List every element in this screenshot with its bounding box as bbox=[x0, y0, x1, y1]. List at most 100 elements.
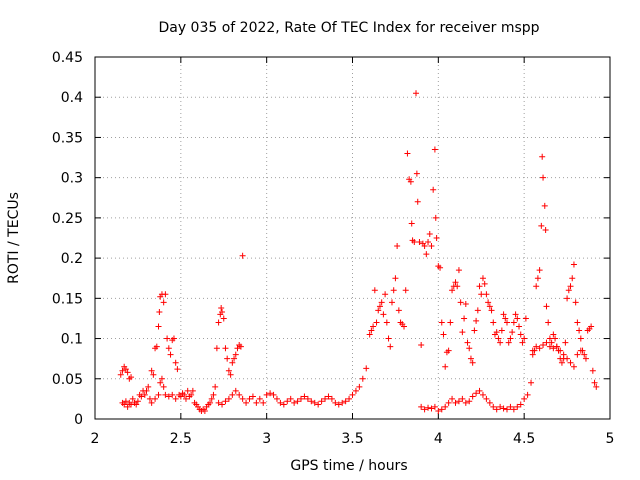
data-point bbox=[542, 226, 549, 233]
data-point bbox=[158, 375, 165, 382]
data-points bbox=[117, 90, 600, 414]
data-point bbox=[550, 345, 557, 352]
data-point bbox=[516, 323, 523, 330]
data-point bbox=[558, 359, 565, 366]
data-point bbox=[539, 153, 546, 160]
data-point bbox=[449, 287, 456, 294]
data-point bbox=[308, 398, 315, 405]
data-point bbox=[177, 393, 184, 400]
data-point bbox=[201, 407, 208, 414]
data-point bbox=[471, 327, 478, 334]
data-point bbox=[577, 347, 584, 354]
data-point bbox=[565, 287, 572, 294]
data-point bbox=[416, 239, 423, 246]
data-point bbox=[212, 383, 219, 390]
data-point bbox=[227, 371, 234, 378]
data-point bbox=[490, 403, 497, 410]
data-point bbox=[182, 395, 189, 402]
data-point bbox=[533, 283, 540, 290]
y-tick-label: 0 bbox=[74, 412, 83, 428]
data-point bbox=[500, 405, 507, 412]
data-point bbox=[476, 387, 483, 394]
data-point bbox=[411, 239, 418, 246]
data-point bbox=[134, 398, 141, 405]
data-point bbox=[352, 387, 359, 394]
data-point bbox=[483, 395, 490, 402]
data-point bbox=[466, 398, 473, 405]
data-point bbox=[141, 391, 148, 398]
data-point bbox=[222, 345, 229, 352]
data-point bbox=[311, 399, 318, 406]
data-point bbox=[509, 329, 516, 336]
data-point bbox=[469, 393, 476, 400]
data-point bbox=[440, 331, 447, 338]
data-point bbox=[564, 295, 571, 302]
data-point bbox=[442, 403, 449, 410]
data-point bbox=[564, 355, 571, 362]
data-point bbox=[459, 395, 466, 402]
data-point bbox=[413, 90, 420, 97]
data-point bbox=[143, 387, 150, 394]
data-point bbox=[543, 339, 550, 346]
y-tick-label: 0.05 bbox=[52, 372, 83, 388]
data-point bbox=[395, 307, 402, 314]
data-point bbox=[220, 315, 227, 322]
data-point bbox=[517, 401, 524, 408]
data-point bbox=[528, 379, 535, 386]
data-point bbox=[189, 387, 196, 394]
data-point bbox=[533, 343, 540, 350]
data-point bbox=[404, 150, 411, 157]
data-point bbox=[582, 355, 589, 362]
data-point bbox=[538, 222, 545, 229]
data-point bbox=[157, 379, 164, 386]
data-point bbox=[188, 391, 195, 398]
data-point bbox=[148, 367, 155, 374]
data-point bbox=[486, 399, 493, 406]
data-point bbox=[246, 395, 253, 402]
chart-title: Day 035 of 2022, Rate Of TEC Index for r… bbox=[158, 20, 539, 36]
data-point bbox=[541, 202, 548, 209]
data-point bbox=[418, 341, 425, 348]
data-point bbox=[588, 323, 595, 330]
data-point bbox=[162, 291, 169, 298]
data-point bbox=[376, 303, 383, 310]
data-point bbox=[438, 406, 445, 413]
data-point bbox=[170, 335, 177, 342]
axis-ticks: 2 2.5 3 3.5 4 4.5 5 0 0.05 0.1 0.15 0.2 0.25 0.3 0.35 0… bbox=[52, 50, 615, 447]
data-point bbox=[277, 399, 284, 406]
data-point bbox=[502, 315, 509, 322]
data-point bbox=[497, 403, 504, 410]
data-point bbox=[145, 383, 152, 390]
data-point bbox=[507, 403, 514, 410]
data-point bbox=[455, 267, 462, 274]
data-point bbox=[562, 339, 569, 346]
data-point bbox=[229, 391, 236, 398]
data-point bbox=[401, 323, 407, 330]
data-point bbox=[342, 398, 349, 405]
data-point bbox=[181, 391, 188, 398]
data-point bbox=[218, 304, 225, 311]
data-point bbox=[483, 291, 490, 298]
data-point bbox=[461, 315, 468, 322]
data-point bbox=[467, 355, 474, 362]
x-tick-label: 4.5 bbox=[513, 431, 535, 447]
x-tick-label: 2 bbox=[91, 431, 100, 447]
data-point bbox=[517, 331, 524, 338]
data-point bbox=[390, 287, 397, 294]
data-point bbox=[431, 403, 438, 410]
data-point bbox=[287, 395, 294, 402]
data-point bbox=[493, 329, 500, 336]
data-point bbox=[591, 379, 598, 386]
data-point bbox=[504, 319, 510, 326]
data-point bbox=[459, 329, 466, 336]
data-point bbox=[146, 395, 153, 402]
data-point bbox=[521, 335, 528, 342]
data-point bbox=[121, 401, 128, 408]
data-point bbox=[301, 393, 308, 400]
data-point bbox=[224, 355, 231, 362]
data-point bbox=[546, 335, 553, 342]
data-point bbox=[473, 317, 480, 324]
data-point bbox=[553, 343, 560, 350]
data-point bbox=[373, 319, 380, 326]
